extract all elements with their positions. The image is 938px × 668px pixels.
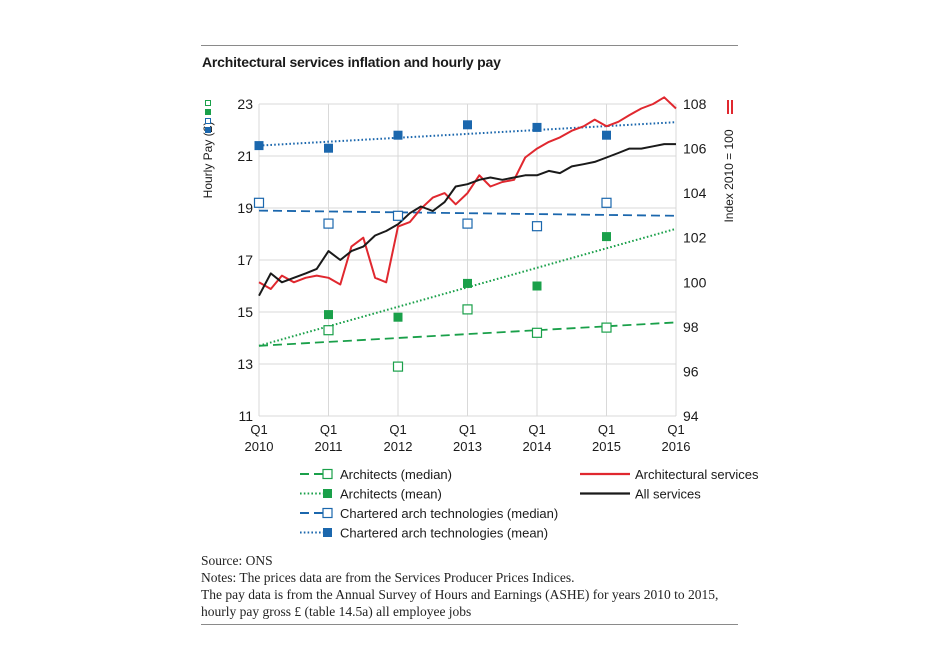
right-tick-label: 100 (683, 274, 707, 290)
left-tick-label: 13 (237, 356, 253, 372)
left-axis-key-marker (205, 118, 211, 124)
data-point-filled (393, 130, 403, 140)
right-tick-label: 108 (683, 96, 707, 112)
pay-points (253, 120, 612, 372)
legend-label: Chartered arch technologies (median) (340, 506, 558, 521)
data-point-filled (393, 312, 403, 322)
left-tick-label: 11 (238, 408, 253, 424)
x-tick-label-quarter: Q1 (528, 422, 545, 437)
left-axis-label: Hourly Pay (£) (201, 122, 215, 199)
data-point-filled (532, 281, 542, 291)
legend: Architects (median) Architects (mean) Char… (300, 467, 759, 541)
data-point-open (323, 218, 334, 229)
legend-label: Architectural services (635, 467, 759, 482)
data-point-filled (532, 122, 542, 132)
index-series (258, 96, 677, 297)
data-point-open (392, 361, 404, 372)
data-point-filled (463, 278, 472, 288)
data-point-open (531, 327, 543, 338)
x-tick-label-year: 2010 (245, 439, 274, 454)
right-tick-label: 102 (683, 230, 707, 246)
data-point-filled (602, 130, 611, 140)
top-rule (201, 45, 738, 46)
data-point-filled (324, 310, 333, 320)
x-tick-label-year: 2011 (315, 439, 343, 454)
right-tick-label: 94 (683, 408, 699, 424)
x-tick-label-year: 2015 (592, 439, 621, 454)
legend-label: Architects (mean) (340, 487, 442, 502)
right-axis-label: Index 2010 = 100 (722, 129, 736, 222)
left-axis-key-marker (205, 127, 211, 133)
right-tick-label: 104 (683, 185, 707, 201)
legend-marker-swatch (323, 528, 332, 537)
left-tick-label: 23 (237, 96, 253, 112)
trend-line (258, 121, 677, 147)
left-axis-key-marker (205, 109, 211, 115)
data-point-filled (602, 232, 611, 242)
chart-title: Architectural services inflation and hou… (202, 54, 501, 70)
data-point-filled (254, 141, 264, 151)
left-tick-label: 17 (237, 252, 253, 268)
legend-marker-swatch (322, 507, 333, 519)
x-tick-label-year: 2014 (523, 439, 552, 454)
left-tick-label: 21 (237, 148, 253, 164)
x-tick-label-quarter: Q1 (250, 422, 267, 437)
data-point-open (392, 210, 404, 221)
x-tick-label-quarter: Q1 (320, 422, 337, 437)
legend-label: Architects (median) (340, 467, 452, 482)
notes-line: The pay data is from the Annual Survey o… (201, 587, 719, 602)
data-point-open (462, 218, 473, 229)
data-point-open (531, 221, 543, 232)
data-point-open (323, 325, 334, 336)
left-tick-label: 19 (237, 200, 253, 216)
x-tick-label-quarter: Q1 (389, 422, 406, 437)
data-point-open (462, 304, 473, 315)
left-tick-label: 15 (237, 304, 253, 320)
axes: 23211917151311108106104102100989694Q1201… (201, 96, 736, 454)
legend-label: Chartered arch technologies (mean) (340, 526, 548, 541)
data-point-filled (463, 120, 472, 130)
x-tick-label-quarter: Q1 (598, 422, 615, 437)
index-series-line (258, 143, 676, 297)
x-tick-label-quarter: Q1 (667, 422, 684, 437)
data-point-open (601, 197, 612, 208)
notes-line: Notes: The prices data are from the Serv… (201, 570, 575, 585)
right-tick-label: 96 (683, 363, 699, 379)
data-point-open (253, 197, 265, 208)
left-axis-key-marker (205, 100, 211, 106)
notes: Source: ONS Notes: The prices data are f… (201, 552, 718, 620)
x-tick-label-year: 2016 (662, 439, 691, 454)
x-tick-label-year: 2013 (453, 439, 482, 454)
x-tick-label-year: 2012 (384, 439, 413, 454)
right-tick-label: 98 (683, 319, 699, 335)
bottom-rule (201, 624, 738, 625)
legend-label: All services (635, 487, 701, 502)
right-tick-label: 106 (683, 141, 707, 157)
data-point-filled (324, 143, 333, 153)
legend-marker-swatch (323, 489, 332, 498)
notes-line: hourly pay gross £ (table 14.5a) all emp… (201, 604, 472, 619)
data-point-open (601, 322, 612, 333)
grid (258, 103, 677, 417)
trend-lines (258, 121, 677, 347)
source-note: Source: ONS (201, 553, 273, 568)
legend-marker-swatch (322, 468, 333, 480)
index-series-line (258, 96, 677, 290)
x-tick-label-quarter: Q1 (459, 422, 476, 437)
